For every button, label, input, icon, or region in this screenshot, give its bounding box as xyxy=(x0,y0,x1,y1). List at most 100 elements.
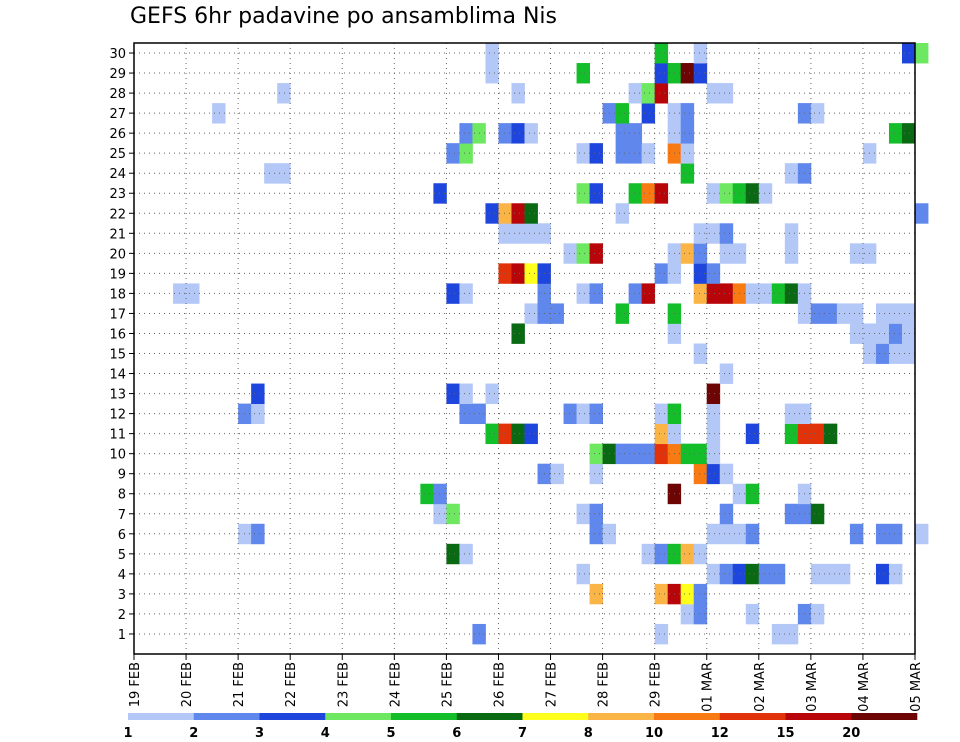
heatmap-cell xyxy=(784,283,799,304)
heatmap-cell xyxy=(615,443,630,465)
heatmap-cell xyxy=(485,423,499,445)
colorbar-label: 8 xyxy=(584,726,593,741)
x-tick-label: 05 MAR xyxy=(909,662,924,712)
heatmap-cell xyxy=(706,263,721,284)
heatmap-cell xyxy=(680,543,695,565)
x-tick-label: 02 MAR xyxy=(753,662,768,712)
heatmap-cell xyxy=(849,323,864,344)
y-tick-label: 18 xyxy=(109,287,126,302)
heatmap-cell xyxy=(784,403,799,425)
colorbar-swatch xyxy=(325,713,392,720)
y-tick-label: 12 xyxy=(109,408,126,423)
colorbar-label: 12 xyxy=(711,726,729,741)
heatmap-cell xyxy=(758,283,773,304)
heatmap-cell xyxy=(459,403,473,425)
heatmap-cell xyxy=(784,423,799,445)
colorbar-swatch xyxy=(785,713,852,720)
y-axis: 1234567891011121314151617181920212223242… xyxy=(109,47,134,643)
heatmap-cell xyxy=(563,243,577,264)
heatmap-cell xyxy=(823,563,838,585)
heatmap-cell xyxy=(628,143,643,164)
heatmap-cell xyxy=(576,63,590,84)
heatmap-cell xyxy=(693,263,708,284)
x-tick-label: 20 FEB xyxy=(180,662,195,707)
heatmap-cell xyxy=(693,63,708,84)
heatmap-cell xyxy=(901,323,916,344)
heatmap-cell xyxy=(758,183,773,204)
heatmap-cell xyxy=(888,123,903,144)
heatmap-cell xyxy=(875,523,890,545)
heatmap-cell xyxy=(719,563,734,585)
heatmap-cell xyxy=(589,283,603,304)
heatmap-cell xyxy=(836,303,851,324)
heatmap-cell xyxy=(849,523,864,545)
heatmap-cell xyxy=(628,183,643,204)
heatmap-cell xyxy=(589,143,603,164)
heatmap-cell xyxy=(706,403,721,425)
heatmap-cell xyxy=(915,523,929,545)
heatmap-cell xyxy=(589,503,603,525)
colorbar-label: 6 xyxy=(452,726,461,741)
heatmap-cell xyxy=(719,503,734,525)
heatmap-cell xyxy=(823,303,838,324)
heatmap-cell xyxy=(485,203,499,224)
x-tick-label: 28 FEB xyxy=(597,662,612,707)
heatmap-cell xyxy=(628,443,643,465)
y-tick-label: 25 xyxy=(109,147,126,162)
heatmap-cell xyxy=(446,143,460,164)
x-tick-label: 25 FEB xyxy=(440,662,455,707)
heatmap-cell xyxy=(810,563,825,585)
heatmap-cell xyxy=(498,263,512,284)
colorbar: 1 2 3 4 5 6 7 8 10 12 15 20 xyxy=(123,713,918,741)
heatmap-cell xyxy=(654,583,669,605)
y-tick-label: 2 xyxy=(118,608,126,623)
x-tick-label: 24 FEB xyxy=(388,662,403,707)
heatmap-cell xyxy=(810,103,825,124)
heatmap-cell xyxy=(498,203,512,224)
colorbar-swatch xyxy=(259,713,326,720)
heatmap-cell xyxy=(784,623,799,645)
heatmap-cell xyxy=(719,243,734,264)
heatmap-cell xyxy=(706,83,721,104)
heatmap-cell xyxy=(693,463,708,485)
y-tick-label: 26 xyxy=(109,127,126,142)
heatmap-cell xyxy=(888,303,903,324)
heatmap-cell xyxy=(901,123,916,144)
x-tick-label: 23 FEB xyxy=(336,662,351,707)
chart-title: GEFS 6hr padavine po ansamblima Nis xyxy=(130,4,557,29)
heatmap-cell xyxy=(498,423,512,445)
heatmap-cell xyxy=(915,43,929,64)
x-tick-label: 04 MAR xyxy=(857,662,872,712)
heatmap-cell xyxy=(654,423,669,445)
y-tick-label: 13 xyxy=(109,388,126,403)
heatmap-cell xyxy=(641,443,656,465)
heatmap-cell xyxy=(264,163,278,184)
heatmap-cell xyxy=(550,303,564,324)
heatmap-cell xyxy=(758,563,773,585)
x-tick-label: 22 FEB xyxy=(284,662,299,707)
heatmap-cell xyxy=(641,543,656,565)
heatmap-cell xyxy=(706,183,721,204)
heatmap-cell xyxy=(615,123,630,144)
y-tick-label: 19 xyxy=(109,267,126,282)
plot-frame xyxy=(133,42,916,655)
colorbar-swatch xyxy=(654,713,721,720)
heatmap-cell xyxy=(680,143,695,164)
x-tick-label: 21 FEB xyxy=(232,662,247,707)
heatmap-cell xyxy=(576,243,590,264)
heatmap-cell xyxy=(654,403,669,425)
y-tick-label: 21 xyxy=(109,227,126,242)
x-tick-label: 29 FEB xyxy=(649,662,664,707)
heatmap-cell xyxy=(459,143,473,164)
heatmap-cell xyxy=(628,283,643,304)
heatmap-cell xyxy=(888,323,903,344)
heatmap-cell xyxy=(589,183,603,204)
heatmap-cell xyxy=(498,123,512,144)
heatmap-cell xyxy=(654,443,669,465)
heatmap-cell xyxy=(433,503,447,525)
heatmap-cell xyxy=(641,183,656,204)
heatmap-cell xyxy=(576,283,590,304)
y-tick-label: 9 xyxy=(118,468,126,483)
colorbar-label: 1 xyxy=(123,726,132,741)
heatmap-cell xyxy=(511,323,525,344)
